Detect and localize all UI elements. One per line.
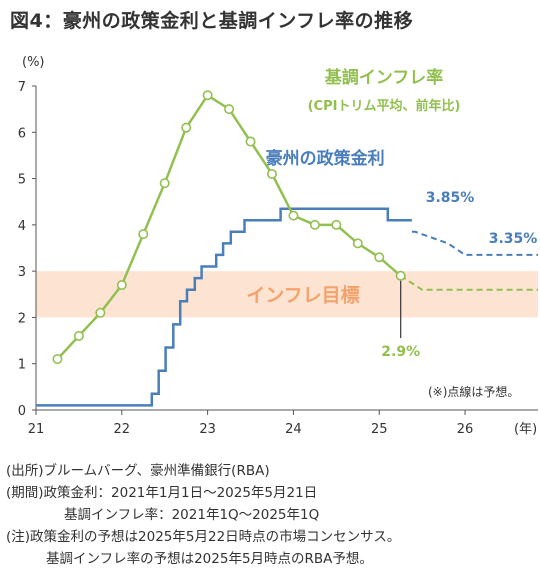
x-tick-label: 22 xyxy=(114,422,131,437)
y-tick-label: 2 xyxy=(18,311,26,326)
core-inflation-point xyxy=(288,210,299,221)
forecast-footnote: (※)点線は予想。 xyxy=(428,384,519,399)
y-tick-label: 7 xyxy=(18,80,26,95)
chart-title: 図4：豪州の政策金利と基調インフレ率の推移 xyxy=(10,10,414,32)
core-inflation-point xyxy=(138,229,149,240)
core-inflation-point xyxy=(309,219,320,230)
period-note-2: 基調インフレ率：2021年1Q～2025年1Q xyxy=(64,507,320,523)
y-tick-label: 4 xyxy=(18,219,26,234)
policy-rate-annotation-2: 3.35% xyxy=(489,231,538,247)
core-inflation-point xyxy=(202,90,213,101)
x-tick-label: 24 xyxy=(285,422,302,437)
core-inflation-annotation: 2.9% xyxy=(381,344,420,360)
target-band-label: インフレ目標 xyxy=(246,283,359,306)
core-inflation-point xyxy=(395,270,406,281)
x-unit-label: (年) xyxy=(514,422,537,437)
y-tick-label: 1 xyxy=(18,358,26,373)
policy-rate-annotation-1: 3.85% xyxy=(426,190,475,206)
x-tick-label: 25 xyxy=(371,422,388,437)
core-inflation-point xyxy=(374,252,385,263)
x-tick-label: 26 xyxy=(457,422,474,437)
y-tick-label: 5 xyxy=(18,173,26,188)
y-tick-label: 3 xyxy=(18,265,26,280)
core-inflation-legend-subtitle: (CPIトリム平均、前年比) xyxy=(308,98,461,114)
core-inflation-point xyxy=(116,280,127,291)
y-tick-label: 0 xyxy=(18,404,26,419)
notes: (出所)ブルームバーグ、豪州準備銀行(RBA) (期間)政策金利：2021年1月… xyxy=(6,460,400,570)
core-inflation-point xyxy=(159,178,170,189)
core-inflation-point xyxy=(245,136,256,147)
y-unit-label: (%) xyxy=(22,55,45,70)
policy-rate-forecast-line xyxy=(411,230,538,256)
core-inflation-point xyxy=(181,122,192,133)
remark-note-1: (注)政策金利の予想は2025年5月22日時点の市場コンセンサス。 xyxy=(6,529,401,545)
x-tick-label: 23 xyxy=(199,422,216,437)
remark-note-2: 基調インフレ率の予想は2025年5月時点のRBA予想。 xyxy=(46,551,373,567)
core-inflation-line xyxy=(56,93,402,360)
policy-rate-legend: 豪州の政策金利 xyxy=(266,148,385,169)
core-inflation-point xyxy=(73,330,84,341)
core-inflation-point xyxy=(266,168,277,179)
target-band xyxy=(36,271,538,318)
core-inflation-point xyxy=(95,307,106,318)
core-inflation-point xyxy=(52,354,63,365)
source-note: (出所)ブルームバーグ、豪州準備銀行(RBA) xyxy=(6,463,270,479)
y-tick-label: 6 xyxy=(18,126,26,141)
core-inflation-forecast-line xyxy=(400,274,538,291)
period-note-1: (期間)政策金利：2021年1月1日～2025年5月21日 xyxy=(6,485,318,501)
core-inflation-point xyxy=(331,219,342,230)
x-tick-label: 21 xyxy=(28,422,45,437)
core-inflation-legend: 基調インフレ率 xyxy=(324,67,444,88)
policy-rate-line xyxy=(36,207,412,407)
core-inflation-point xyxy=(224,104,235,115)
core-inflation-point xyxy=(352,238,363,249)
